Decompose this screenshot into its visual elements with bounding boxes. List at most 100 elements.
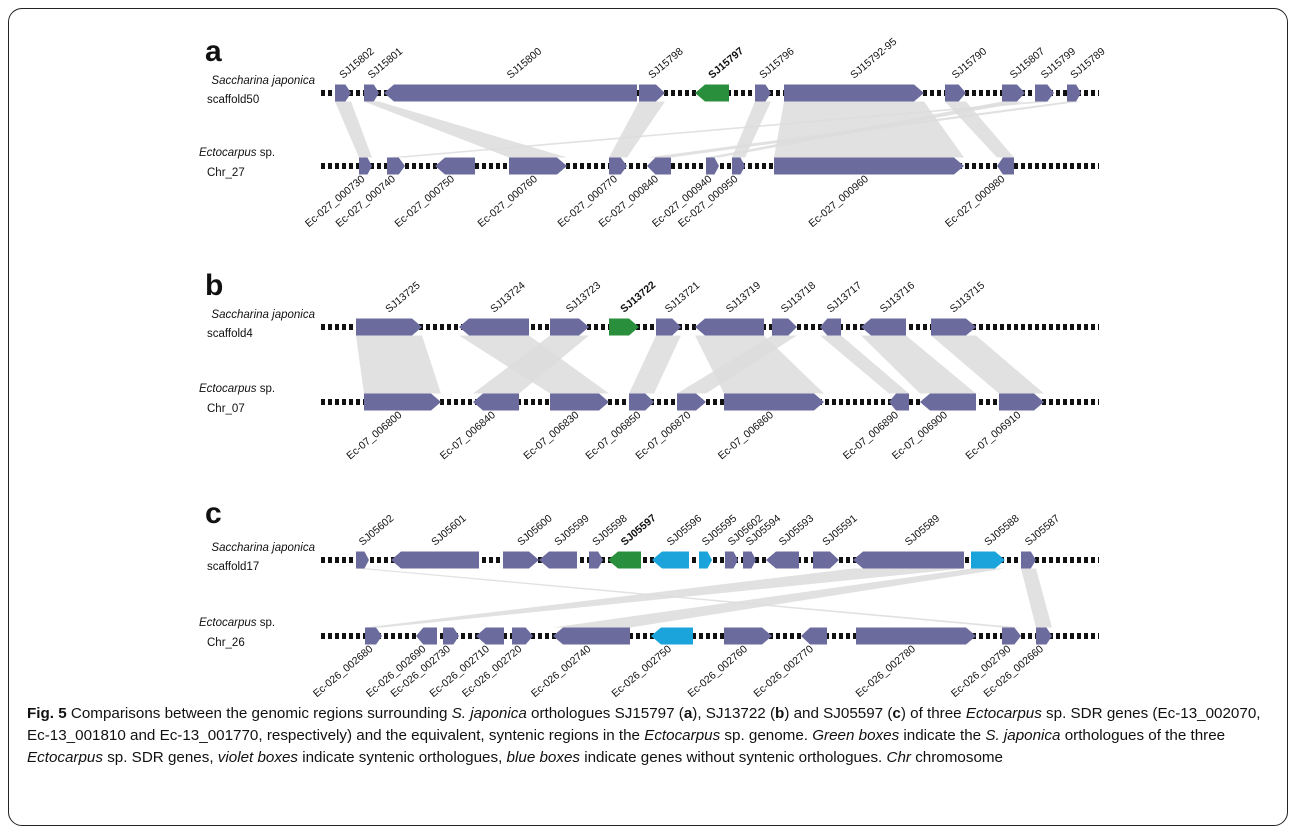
top-region-label: scaffold50	[207, 94, 259, 106]
gene-box-violet	[1036, 627, 1052, 645]
synteny-band	[629, 335, 681, 394]
caption-text: Chr	[886, 749, 911, 766]
top-gene-label: SJ15798	[646, 45, 686, 81]
synteny-band	[387, 101, 1054, 158]
synteny-band	[335, 101, 372, 158]
top-gene-label: SJ05589	[903, 512, 943, 548]
caption-text: ) of three	[900, 705, 966, 722]
gene-box-violet	[503, 551, 539, 569]
caption-text: chromosome	[910, 749, 1003, 766]
caption-text: S. japonica	[451, 705, 527, 722]
gene-box-violet	[1021, 551, 1036, 569]
top-gene-label: SJ13725	[383, 279, 423, 315]
bottom-species-suffix: sp.	[257, 617, 276, 629]
synteny-band	[553, 568, 1005, 628]
synteny-band	[931, 335, 1044, 394]
gene-box-violet	[391, 551, 479, 569]
top-gene-label: SJ05599	[552, 512, 592, 548]
gene-box-violet	[335, 84, 351, 102]
bottom-gene-label: Ec-07_006860	[716, 409, 776, 462]
gene-box-violet	[920, 393, 976, 411]
top-gene-label: SJ15800	[505, 45, 545, 81]
top-species-label: Saccharina japonica	[211, 309, 315, 321]
bottom-gene-label: Ec-07_006910	[963, 409, 1023, 462]
caption-text: ), SJ13722 (	[692, 705, 776, 722]
synteny-band	[364, 101, 567, 158]
top-gene-label: SJ05591	[820, 512, 860, 548]
caption-text: Ectocarpus	[965, 705, 1042, 722]
gene-box-violet	[724, 627, 772, 645]
bottom-species-label: Ectocarpus sp.	[199, 617, 275, 629]
gene-box-violet	[784, 84, 924, 102]
gene-box-violet	[365, 627, 382, 645]
caption-text: indicate genes without syntenic ortholog…	[580, 749, 887, 766]
figure-caption: Fig. 5 Comparisons between the genomic r…	[27, 703, 1287, 769]
bottom-gene-label: Ec-026_002750	[609, 643, 674, 699]
top-region-label: scaffold17	[207, 561, 259, 573]
gene-box-violet	[364, 84, 379, 102]
synteny-band	[609, 101, 665, 158]
top-gene-label: SJ13718	[779, 279, 819, 315]
panel-c: c Saccharina japonica scaffold17 Ectocarpus…	[199, 497, 1099, 699]
bottom-gene-label: Ec-07_006840	[438, 409, 498, 462]
gene-box-violet	[861, 318, 906, 336]
gene-box-violet	[997, 157, 1014, 175]
top-gene-label: SJ13717	[825, 279, 865, 315]
gene-box-violet	[550, 393, 609, 411]
top-gene-label: SJ15792-95	[848, 36, 899, 82]
gene-box-violet	[589, 551, 603, 569]
bottom-species-genus: Ectocarpus	[199, 147, 257, 159]
top-gene-label: SJ15797	[706, 45, 746, 81]
gene-box-violet	[695, 318, 764, 336]
figure-frame: a Saccharina japonica scaffold50 Ectocarpus…	[8, 8, 1288, 826]
gene-box-violet	[356, 318, 422, 336]
synteny-band	[365, 568, 964, 628]
synteny-band	[677, 335, 797, 394]
gene-box-violet	[356, 551, 369, 569]
gene-box-violet	[550, 318, 589, 336]
gene-box-blue	[699, 551, 712, 569]
gene-box-violet	[359, 157, 372, 175]
caption-text: Ectocarpus	[644, 727, 721, 744]
gene-box-violet	[801, 627, 827, 645]
gene-box-violet	[364, 393, 441, 411]
caption-text: indicate syntenic orthologues,	[298, 749, 507, 766]
synteny-diagram: a Saccharina japonica scaffold50 Ectocarpus…	[199, 35, 1108, 699]
bottom-region-label: Chr_07	[207, 403, 245, 415]
top-gene-label: SJ13719	[724, 279, 764, 315]
bottom-gene-label: Ec-027_000980	[943, 173, 1008, 230]
bottom-species-genus: Ectocarpus	[199, 617, 257, 629]
bottom-region-label: Chr_26	[207, 637, 245, 649]
top-gene-label: SJ15790	[950, 45, 990, 81]
caption-fig-label: Fig. 5	[27, 705, 67, 722]
top-gene-label: SJ05601	[429, 512, 469, 548]
top-gene-label: SJ13716	[878, 279, 918, 315]
gene-box-violet	[774, 157, 964, 175]
gene-box-green	[695, 84, 729, 102]
gene-box-blue	[652, 551, 689, 569]
gene-box-violet	[999, 393, 1044, 411]
caption-text: b	[775, 705, 785, 722]
gene-box-violet	[459, 318, 529, 336]
gene-box-violet	[813, 551, 839, 569]
synteny-band	[356, 335, 441, 394]
top-gene-label: SJ15796	[757, 45, 797, 81]
synteny-band	[861, 335, 976, 394]
gene-box-violet	[473, 393, 519, 411]
gene-box-violet	[476, 627, 504, 645]
gene-box-violet	[553, 627, 630, 645]
gene-box-violet	[755, 84, 771, 102]
gene-box-violet	[512, 627, 533, 645]
bottom-species-label: Ectocarpus sp.	[199, 147, 275, 159]
panel-letter: a	[205, 35, 222, 68]
gene-box-violet	[677, 393, 706, 411]
gene-box-violet	[725, 551, 738, 569]
caption-text: ) and SJ05597 (	[784, 705, 893, 722]
bottom-gene-label: Ec-027_000750	[392, 173, 457, 230]
bottom-gene-label: Ec-027_000760	[475, 173, 540, 230]
gene-box-violet	[732, 157, 745, 175]
bottom-species-suffix: sp.	[257, 383, 276, 395]
synteny-band	[820, 335, 909, 394]
gene-box-violet	[387, 157, 405, 175]
caption-text: violet boxes	[217, 749, 298, 766]
